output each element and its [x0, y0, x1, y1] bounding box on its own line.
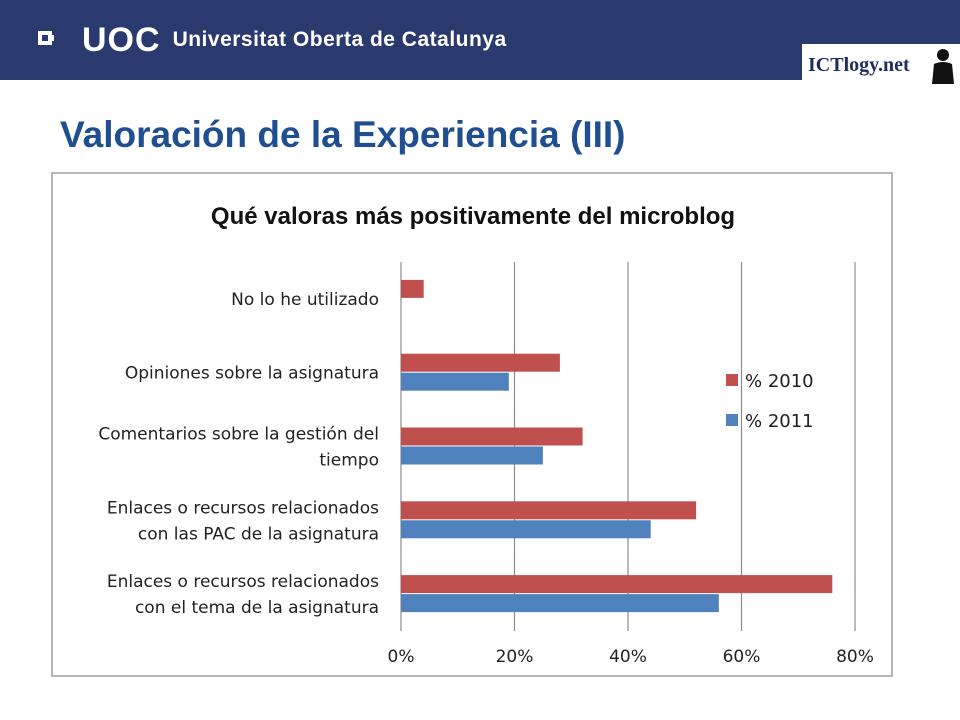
chart-title: Qué valoras más positivamente del microb… — [211, 203, 735, 230]
legend-swatch-2010 — [726, 374, 738, 386]
category-label: Opiniones sobre la asignatura — [125, 364, 379, 384]
category-label: con las PAC de la asignatura — [138, 524, 379, 544]
bar-2011 — [401, 446, 543, 465]
bar-chart: Qué valoras más positivamente del microb… — [98, 203, 874, 667]
x-tick-label: 0% — [388, 647, 415, 667]
legend-swatch-2011 — [726, 414, 738, 426]
bar-2011 — [401, 372, 509, 391]
legend-label: % 2011 — [745, 411, 814, 432]
bar-2011 — [401, 594, 719, 613]
bar-2010 — [401, 501, 697, 520]
legend-label: % 2010 — [745, 371, 814, 392]
bar-2010 — [401, 575, 833, 594]
institution-name: Universitat Oberta de Catalunya — [172, 28, 507, 51]
category-label: con el tema de la asignatura — [135, 598, 379, 618]
category-label: tiempo — [319, 451, 379, 471]
uoc-mark-icon — [38, 29, 74, 51]
category-label: Comentarios sobre la gestión del — [98, 425, 379, 445]
category-label: Enlaces o recursos relacionados — [107, 498, 379, 518]
category-label: No lo he utilizado — [231, 290, 379, 310]
x-tick-label: 20% — [496, 647, 534, 667]
ictlogy-badge: ICTlogy.net — [802, 44, 960, 84]
uoc-logo: UOC Universitat Oberta de Catalunya — [38, 20, 507, 59]
bar-2010 — [401, 427, 583, 446]
x-tick-label: 40% — [609, 647, 647, 667]
category-label: Enlaces o recursos relacionados — [107, 572, 379, 592]
x-tick-label: 60% — [723, 647, 761, 667]
person-icon — [932, 49, 954, 84]
bar-2010 — [401, 353, 560, 372]
ictlogy-text: ICTlogy.net — [808, 54, 910, 76]
header-bar: UOC Universitat Oberta de Catalunya — [0, 0, 960, 80]
bar-2011 — [401, 520, 651, 539]
chart-container: Qué valoras más positivamente del microb… — [51, 172, 893, 677]
logo-text: UOC — [82, 20, 161, 59]
slide-title: Valoración de la Experiencia (III) — [60, 114, 626, 155]
bar-2010 — [401, 279, 424, 298]
x-tick-label: 80% — [836, 647, 874, 667]
